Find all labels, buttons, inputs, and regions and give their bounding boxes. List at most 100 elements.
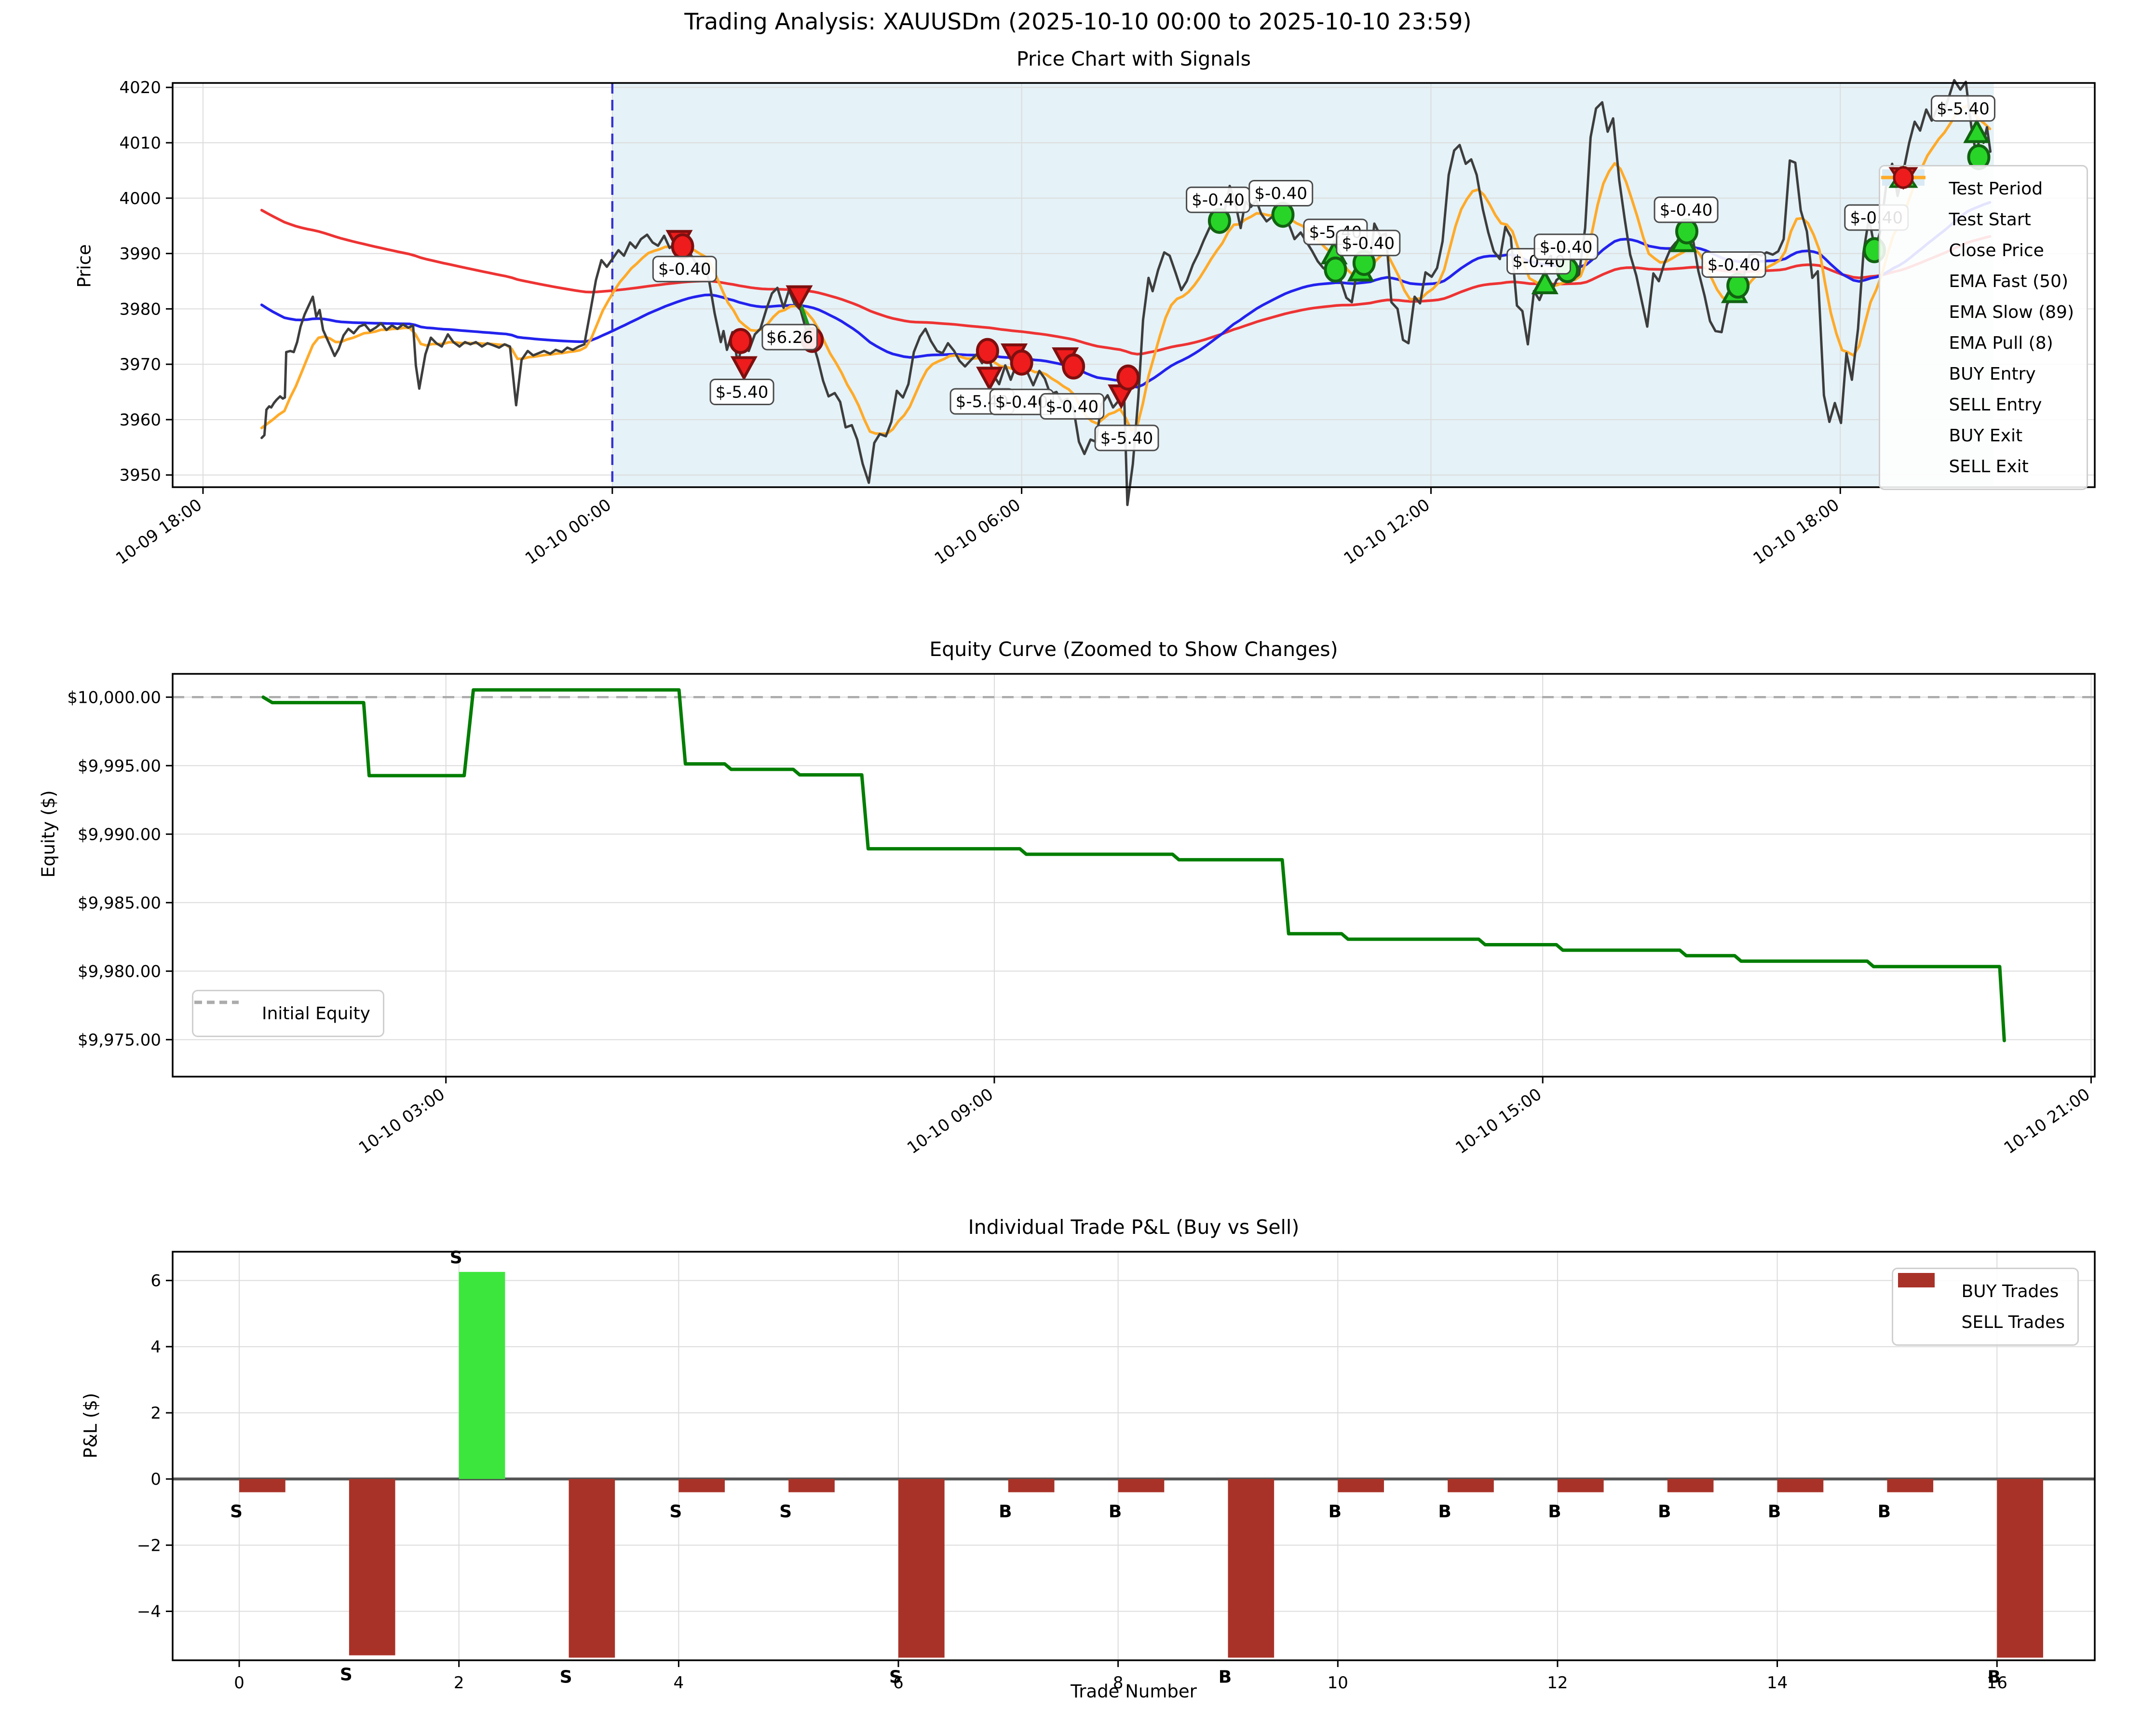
y-tick-label: 3950 xyxy=(119,466,161,485)
sell-entry-marker xyxy=(976,367,1003,392)
x-tick-label: 10 xyxy=(1328,1673,1348,1693)
pnl-annotation-text: $-0.40 xyxy=(1254,184,1307,203)
pnl-annotation-text: $-0.40 xyxy=(1660,201,1713,220)
sell-entry-marker xyxy=(786,285,813,310)
price-chart-legend: Test Period Test Start Close Price EMA Fast… xyxy=(1879,165,2088,490)
y-tick-label: −4 xyxy=(137,1602,161,1621)
y-tick-label: 4020 xyxy=(119,78,161,97)
price-legend-label-9: SELL Exit xyxy=(1949,456,2029,477)
price-legend-label-4: EMA Slow (89) xyxy=(1949,302,2074,322)
sell-exit-marker xyxy=(1062,353,1085,380)
trade-pnl-bar xyxy=(1997,1479,2043,1658)
y-tick-label: 4 xyxy=(150,1338,161,1357)
price-legend-item-9: SELL Exit xyxy=(1890,166,2074,482)
pnl-legend-item-1: SELL Trades xyxy=(1898,1273,2065,1338)
buy-exit-marker xyxy=(1271,202,1295,228)
trade-side-label: S xyxy=(450,1248,462,1268)
pnl-annotation-text: $-5.40 xyxy=(1100,429,1153,448)
pnl-annotation-box xyxy=(652,256,717,283)
trade-side-label: B xyxy=(1329,1502,1342,1522)
trade-side-label: B xyxy=(1548,1502,1561,1522)
x-tick-label: 14 xyxy=(1767,1673,1788,1693)
trade-pnl-bar xyxy=(1557,1479,1604,1492)
pnl-chart-legend: BUY Trades SELL Trades xyxy=(1891,1268,2079,1346)
price-legend-label-1: Test Start xyxy=(1949,209,2031,230)
trade-side-label: S xyxy=(779,1502,792,1522)
y-tick-label: $9,990.00 xyxy=(78,825,161,844)
pnl-annotation-text: $-5.40 xyxy=(1937,99,1990,119)
pnl-annotation-text: $-0.40 xyxy=(1192,191,1245,210)
trade-side-label: S xyxy=(560,1668,572,1687)
sell-exit-marker xyxy=(671,233,694,260)
price-legend-label-5: EMA Pull (8) xyxy=(1949,333,2053,353)
pnl-annotation-box xyxy=(1248,179,1314,206)
x-tick-label: 10-10 15:00 xyxy=(1452,1085,1545,1158)
trade-side-label: B xyxy=(1988,1668,2001,1687)
price-legend-swatch-6 xyxy=(1888,165,1936,385)
price-legend-swatch-9 xyxy=(1890,166,1936,478)
axes-frame xyxy=(172,673,2096,1078)
trade-side-label: B xyxy=(999,1502,1012,1522)
buy-entry-marker xyxy=(1963,118,1991,143)
y-tick-label: 3960 xyxy=(119,410,161,430)
trades-swatch xyxy=(1898,1273,1935,1287)
trade-side-label: B xyxy=(1438,1502,1451,1522)
x-tick-label: 10-09 18:00 xyxy=(112,495,205,569)
pnl-annotation-box xyxy=(1701,251,1766,278)
y-tick-label: 4010 xyxy=(119,134,161,153)
x-tick-label: 10-10 03:00 xyxy=(355,1085,448,1158)
trade-pnl-bar xyxy=(788,1479,835,1492)
y-tick-label: 2 xyxy=(150,1404,161,1423)
price-legend-swatch-2 xyxy=(1881,176,1936,261)
trade-pnl-bar xyxy=(459,1271,505,1479)
buy-entry-marker xyxy=(1531,269,1559,294)
x-tick-label: 2 xyxy=(454,1673,464,1693)
y-tick-label: $9,980.00 xyxy=(78,962,161,981)
pnl-annotation-text: $-0.40 xyxy=(1046,397,1099,416)
trade-side-label: B xyxy=(1219,1668,1232,1687)
x-tick-label: 10-10 00:00 xyxy=(522,495,615,569)
trade-pnl-bar xyxy=(1667,1479,1714,1492)
trade-side-label: B xyxy=(1768,1502,1781,1522)
x-tick-label: 10-10 09:00 xyxy=(904,1085,997,1158)
x-tick-label: 0 xyxy=(234,1673,244,1693)
pnl-annotation-box xyxy=(761,324,818,351)
y-tick-label: $10,000.00 xyxy=(67,688,161,707)
equity-chart-title: Equity Curve (Zoomed to Show Changes) xyxy=(929,638,1338,661)
x-tick-label: 10-10 21:00 xyxy=(2001,1085,2094,1158)
pnl-annotation-box xyxy=(1654,196,1719,223)
sell-exit-marker xyxy=(976,338,999,364)
pnl-annotation-box xyxy=(1094,424,1159,451)
price-legend-item-5: EMA Pull (8) xyxy=(1881,176,2074,358)
y-tick-label: 0 xyxy=(150,1470,161,1489)
trade-side-label: S xyxy=(669,1502,682,1522)
price-legend-label-7: SELL Entry xyxy=(1949,395,2042,415)
y-tick-label: $9,985.00 xyxy=(78,893,161,913)
price-chart-title: Price Chart with Signals xyxy=(1016,47,1251,70)
price-legend-swatch-8 xyxy=(1890,166,1936,447)
trade-side-label: S xyxy=(230,1502,243,1522)
trade-pnl-bar xyxy=(1008,1479,1055,1492)
trade-pnl-bar xyxy=(349,1479,395,1655)
price-legend-label-6: BUY Entry xyxy=(1949,364,2036,384)
sell-entry-marker xyxy=(730,356,758,381)
pnl-annotation-box xyxy=(709,379,774,406)
equity-legend-label-0: Initial Equity xyxy=(262,1003,370,1024)
sell-exit-icon xyxy=(1893,166,1914,189)
price-legend-swatch-5 xyxy=(1881,176,1936,354)
pnl-annotation-text: $-0.40 xyxy=(995,393,1048,412)
y-tick-label: 3970 xyxy=(119,355,161,374)
trade-pnl-bar xyxy=(1777,1479,1824,1492)
sell-exit-marker xyxy=(1116,364,1140,391)
y-tick-label: $9,975.00 xyxy=(78,1030,161,1050)
axes-frame xyxy=(172,82,2096,488)
equity-legend-swatch-0 xyxy=(194,1000,249,1025)
price-legend-label-2: Close Price xyxy=(1949,240,2044,260)
x-tick-label: 12 xyxy=(1547,1673,1568,1693)
price-legend-label-3: EMA Fast (50) xyxy=(1949,271,2069,291)
price-legend-label-8: BUY Exit xyxy=(1949,425,2023,446)
y-tick-label: $9,995.00 xyxy=(78,756,161,776)
figure-title: Trading Analysis: XAUUSDm (2025-10-10 00… xyxy=(684,9,1472,35)
